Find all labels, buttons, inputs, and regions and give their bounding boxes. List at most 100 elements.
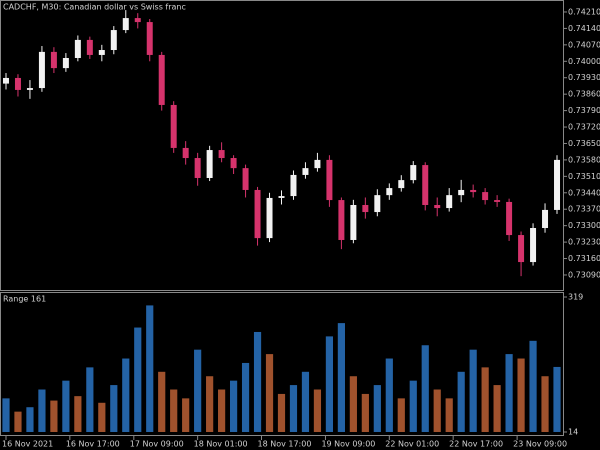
- range-bar: [146, 305, 154, 432]
- candle-body: [530, 228, 537, 263]
- range-bar: [170, 389, 178, 432]
- candle-body: [302, 168, 309, 175]
- candle-body: [194, 158, 201, 178]
- range-bar: [253, 331, 262, 432]
- candle-body: [74, 39, 81, 58]
- range-bar: [14, 411, 22, 432]
- range-bar: [122, 358, 130, 432]
- candle-body: [266, 197, 273, 239]
- range-bar: [74, 396, 82, 432]
- x-tick-label: 18 Nov 01:00: [194, 440, 248, 449]
- main-frame: [0, 0, 564, 291]
- range-bar: [529, 340, 537, 432]
- candle-body: [278, 196, 285, 198]
- range-bar: [110, 385, 118, 432]
- range-bar: [62, 380, 70, 432]
- range-bar: [457, 371, 465, 432]
- candle-body: [26, 88, 33, 90]
- range-bar: [337, 323, 345, 432]
- y-tick-label: 0.73790: [568, 106, 600, 115]
- y-tick-label: 0.73930: [568, 73, 600, 82]
- candle-body: [422, 165, 429, 205]
- candle-body: [482, 192, 489, 201]
- range-bar: [241, 362, 250, 432]
- y-tick-label: 0.73860: [568, 90, 600, 99]
- y-tick-label: 0.73230: [568, 238, 600, 247]
- y-tick-label: 0.73090: [568, 270, 600, 279]
- chart-title: CADCHF, M30: Canadian dollar vs Swiss fr…: [3, 3, 186, 12]
- candle-body: [290, 174, 297, 197]
- range-bar: [493, 385, 501, 432]
- x-tick-label: 16 Nov 17:00: [66, 440, 120, 449]
- y-tick-label: 0.73440: [568, 188, 600, 197]
- candle-body: [242, 168, 249, 190]
- candle-body: [386, 188, 393, 196]
- candle-body: [254, 189, 261, 239]
- candle-body: [314, 159, 321, 169]
- x-tick-label: 22 Nov 17:00: [449, 440, 503, 449]
- candle-body: [146, 22, 153, 55]
- candle-body: [230, 158, 237, 169]
- range-bar: [38, 389, 46, 432]
- y-tick-label: 14: [568, 428, 578, 437]
- range-bar: [134, 327, 142, 432]
- range-bar: [445, 398, 453, 432]
- candle-body: [326, 159, 333, 201]
- range-bar: [541, 376, 549, 432]
- candle-body: [206, 150, 213, 178]
- candle-body: [122, 18, 129, 31]
- y-tick-label: 0.73370: [568, 205, 600, 214]
- range-bar: [50, 400, 58, 432]
- y-tick-label: 0.74210: [568, 7, 600, 16]
- candle-body: [170, 104, 177, 148]
- range-bar: [505, 354, 513, 432]
- range-bar: [86, 367, 94, 432]
- range-bar: [301, 371, 310, 432]
- candle-body: [98, 50, 105, 55]
- candle-body: [446, 195, 453, 209]
- candle-body: [518, 235, 525, 263]
- y-tick-label: 0.73720: [568, 123, 600, 132]
- range-bar: [289, 385, 298, 432]
- candle-body: [506, 201, 513, 236]
- range-bar: [206, 376, 214, 432]
- candle-body: [410, 165, 417, 181]
- x-tick-label: 22 Nov 01:00: [385, 440, 439, 449]
- range-bar: [194, 349, 202, 432]
- range-bar: [26, 407, 34, 432]
- candle-body: [62, 58, 69, 69]
- x-tick-label: 23 Nov 09:00: [513, 440, 567, 449]
- candle-body: [2, 77, 9, 84]
- candle-body: [38, 51, 45, 89]
- range-bar: [433, 389, 441, 432]
- range-bar: [218, 389, 226, 432]
- range-bar: [325, 336, 334, 432]
- x-tick-label: 19 Nov 09:00: [321, 440, 375, 449]
- range-bar: [158, 371, 166, 432]
- range-bar: [2, 398, 10, 432]
- candle-body: [86, 39, 93, 55]
- candle-body: [134, 18, 141, 23]
- range-bar: [361, 393, 369, 432]
- range-bar: [481, 367, 489, 432]
- range-bar: [313, 389, 322, 432]
- candle-body: [470, 189, 477, 193]
- range-bar: [553, 366, 561, 432]
- y-tick-label: 0.73650: [568, 139, 600, 148]
- x-tick-label: 16 Nov 2021: [2, 440, 53, 449]
- y-tick-label: 0.73300: [568, 221, 600, 230]
- candle-body: [218, 150, 225, 159]
- range-bar: [229, 380, 238, 432]
- y-tick-label: 0.74140: [568, 24, 600, 33]
- candle-body: [374, 195, 381, 213]
- range-bar: [517, 358, 525, 432]
- range-bar: [385, 358, 393, 432]
- candle-body: [362, 204, 369, 213]
- range-bar: [98, 402, 106, 432]
- candle-body: [158, 54, 165, 105]
- y-tick-label: 0.73160: [568, 254, 600, 263]
- candle-body: [182, 147, 189, 159]
- range-bar: [397, 398, 405, 432]
